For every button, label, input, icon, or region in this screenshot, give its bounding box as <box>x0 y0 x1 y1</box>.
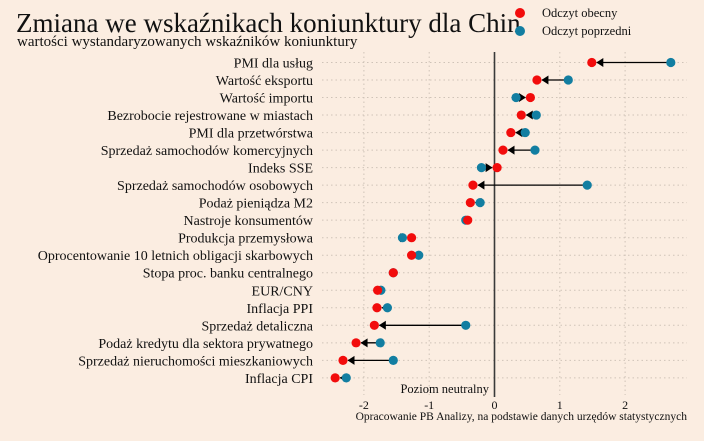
legend-label-current: Odczyt obecny <box>542 6 618 20</box>
neutral-level-label: Poziom neutralny <box>400 382 489 396</box>
legend-label-previous: Odczyt poprzedni <box>542 24 632 38</box>
category-label: Sprzedaż nieruchomości mieszkaniowych <box>78 354 313 369</box>
arrowhead <box>507 145 515 155</box>
x-tick-label: -1 <box>424 398 434 412</box>
previous-reading-dot <box>530 145 540 155</box>
current-reading-dot <box>406 233 417 243</box>
previous-reading-dot <box>666 57 676 68</box>
category-label: Bezrobocie rejestrowane w miastach <box>107 109 313 124</box>
current-reading-dot <box>498 145 508 155</box>
arrowhead <box>541 75 549 85</box>
category-label: PMI dla przetwórstwa <box>189 127 314 142</box>
category-label: Inflacja CPI <box>245 372 313 387</box>
category-label: Inflacja PPI <box>247 302 314 317</box>
legend-marker-previous <box>515 26 525 36</box>
previous-reading-dot <box>475 198 485 208</box>
x-axis: -2 -1 0 1 2 <box>359 398 628 412</box>
current-reading-dot <box>351 338 361 348</box>
category-label: Wartość eksportu <box>216 74 313 89</box>
category-label: Podaż kredytu dla sektora prywatnego <box>98 337 313 352</box>
current-reading-dot <box>463 215 473 225</box>
current-reading-dot <box>388 268 398 278</box>
legend-item-current: Odczyt obecny <box>515 6 618 20</box>
arrowhead <box>515 128 523 138</box>
previous-reading-dot <box>375 338 385 348</box>
current-reading-dot <box>506 127 516 138</box>
category-label: Sprzedaż samochodów osobowych <box>117 179 313 194</box>
previous-reading-dot <box>511 92 521 103</box>
current-reading-dot <box>492 163 502 173</box>
current-reading-dot <box>330 373 340 383</box>
chart-subtitle: wartości wystandaryzowanych wskaźników k… <box>17 34 358 50</box>
previous-reading-dot <box>531 110 541 120</box>
category-label: Produkcja przemysłowa <box>178 232 314 247</box>
arrowhead <box>360 338 368 348</box>
previous-reading-dot <box>461 320 471 330</box>
category-label: PMI dla usług <box>234 57 313 72</box>
arrowhead <box>518 93 526 103</box>
category-label: Podaż pieniądza M2 <box>199 197 313 212</box>
category-label: Wartość importu <box>220 92 313 107</box>
arrowhead <box>378 320 386 330</box>
data-marks <box>330 57 676 383</box>
legend-item-previous: Odczyt poprzedni <box>515 24 632 38</box>
current-reading-dot <box>369 320 379 330</box>
category-label: Sprzedaż detaliczna <box>201 319 313 334</box>
previous-reading-dot <box>476 163 487 173</box>
arrowhead <box>485 163 493 173</box>
x-tick-label: 0 <box>492 398 498 412</box>
current-reading-dot <box>468 180 478 190</box>
category-label: Stopa proc. banku centralnego <box>143 267 313 282</box>
previous-reading-dot <box>341 373 351 383</box>
arrowhead <box>525 110 533 120</box>
previous-reading-dot <box>382 303 393 313</box>
previous-reading-dot <box>397 233 408 243</box>
previous-reading-dot <box>582 180 592 190</box>
x-tick-label: 2 <box>622 398 628 412</box>
current-reading-dot <box>587 57 597 68</box>
category-label: Nastroje konsumentów <box>184 214 314 229</box>
current-reading-dot <box>372 303 382 313</box>
arrowhead <box>347 355 355 365</box>
previous-reading-dot <box>520 127 530 138</box>
current-reading-dot <box>373 285 383 295</box>
current-reading-dot <box>516 110 526 120</box>
previous-reading-dot <box>414 250 424 260</box>
category-label: EUR/CNY <box>252 284 313 299</box>
category-labels: PMI dla usług Wartość eksportu Wartość imp… <box>38 57 314 387</box>
category-label: Sprzedaż samochodów komercyjnych <box>101 144 313 159</box>
arrowhead <box>596 58 604 67</box>
current-reading-dot <box>465 198 475 208</box>
current-reading-dot <box>406 250 417 260</box>
current-reading-dot <box>532 75 542 85</box>
category-label: Oprocentowanie 10 letnich obligacji skar… <box>38 249 313 264</box>
source-note: Opracowanie PB Analizy, na podstawie dan… <box>356 411 688 423</box>
previous-reading-dot <box>388 355 398 365</box>
arrowhead <box>477 180 485 190</box>
x-tick-label: 1 <box>557 398 563 412</box>
current-reading-dot <box>338 355 348 365</box>
legend-marker-current <box>515 8 525 18</box>
current-reading-dot <box>525 92 536 103</box>
previous-reading-dot <box>563 75 573 85</box>
chart-title: Zmiana we wskaźnikach koniunktury dla Ch… <box>16 8 521 38</box>
x-tick-label: -2 <box>359 398 369 412</box>
category-label: Indeks SSE <box>248 162 313 177</box>
